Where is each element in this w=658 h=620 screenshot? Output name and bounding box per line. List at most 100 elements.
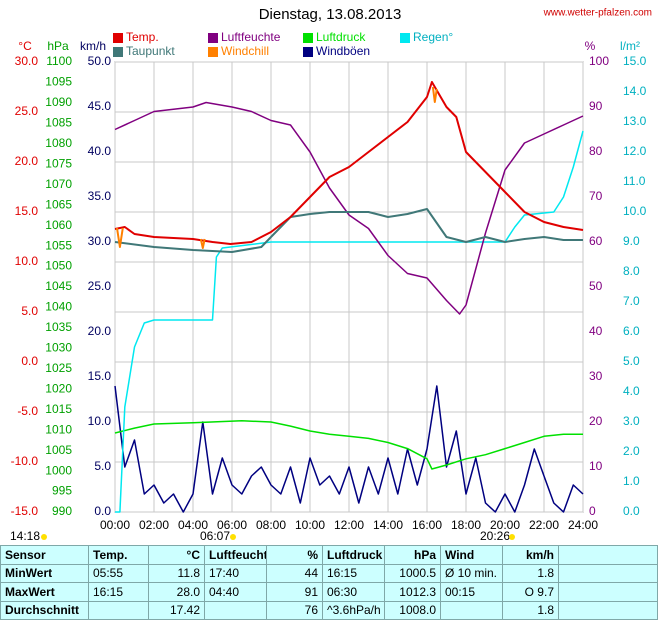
- y-tick-label: 5.0: [623, 354, 640, 368]
- legend-label: Luftfeuchte: [221, 30, 281, 44]
- y-tick-label: 15.0: [88, 369, 112, 383]
- y-tick-label: -5.0: [17, 404, 38, 418]
- table-cell: MaxWert: [0, 582, 89, 602]
- y-tick-label: 10.0: [88, 414, 112, 428]
- axis-label: hPa: [47, 39, 69, 53]
- y-tick-label: 50.0: [88, 54, 112, 68]
- legend-swatch: [208, 33, 218, 43]
- y-tick-label: 25.0: [15, 104, 39, 118]
- axis-label: l/m²: [620, 39, 640, 53]
- y-tick-label: 15.0: [15, 204, 39, 218]
- table-cell: 1000.5: [384, 563, 441, 583]
- table-cell: Durchschnitt: [0, 600, 89, 620]
- y-tick-label: 1000: [45, 463, 72, 477]
- stats-table: SensorTemp.°CLuftfeuchte%LuftdruckhPaWin…: [0, 545, 658, 620]
- y-tick-label: 5.0: [21, 304, 38, 318]
- y-tick-label: 1070: [45, 177, 72, 191]
- y-tick-label: 90: [589, 99, 603, 113]
- y-tick-label: 80: [589, 144, 603, 158]
- table-cell: 11.8: [148, 563, 205, 583]
- table-cell: 16:15: [88, 582, 149, 602]
- y-tick-label: 3.0: [623, 414, 640, 428]
- y-tick-label: 1015: [45, 402, 72, 416]
- table-cell: [204, 600, 267, 620]
- y-tick-label: 1100: [46, 54, 72, 68]
- table-cell: 1.8: [502, 563, 559, 583]
- y-tick-label: 1010: [45, 422, 72, 436]
- y-tick-label: 20.0: [88, 324, 112, 338]
- annotation: 20:26: [480, 529, 510, 543]
- y-tick-label: 1080: [45, 136, 72, 150]
- table-cell: hPa: [384, 545, 441, 565]
- table-cell: °C: [148, 545, 205, 565]
- y-tick-label: 100: [589, 54, 609, 68]
- legend-swatch: [113, 33, 123, 43]
- table-cell: [88, 600, 149, 620]
- table-cell: [440, 600, 503, 620]
- table-cell: 1008.0: [384, 600, 441, 620]
- table-cell: 76: [266, 600, 323, 620]
- y-tick-label: 1045: [45, 279, 72, 293]
- x-tick-label: 24:00: [568, 518, 598, 532]
- y-tick-label: 7.0: [623, 294, 640, 308]
- legend-label: Luftdruck: [316, 30, 366, 44]
- series-line: [114, 81, 584, 245]
- y-tick-label: 1020: [45, 381, 72, 395]
- x-tick-label: 14:00: [373, 518, 403, 532]
- table-cell: 05:55: [88, 563, 149, 583]
- y-tick-label: 35.0: [88, 189, 112, 203]
- legend-label: Temp.: [126, 30, 159, 44]
- series-line: [114, 208, 583, 253]
- series-line: [116, 86, 438, 249]
- chart-title: Dienstag, 13.08.2013: [259, 6, 402, 23]
- y-tick-label: 1005: [45, 443, 72, 457]
- x-tick-label: 16:00: [412, 518, 442, 532]
- axis-label: °C: [18, 39, 32, 53]
- y-tick-label: 995: [52, 484, 72, 498]
- legend-label: Regen°: [413, 30, 453, 44]
- y-tick-label: 1075: [45, 156, 72, 170]
- legend-swatch: [208, 47, 218, 57]
- table-cell: Wind: [440, 545, 503, 565]
- table-cell: km/h: [502, 545, 559, 565]
- table-cell: 91: [266, 582, 323, 602]
- x-tick-label: 00:00: [100, 518, 130, 532]
- y-tick-label: 0.0: [623, 504, 640, 518]
- x-tick-label: 10:00: [295, 518, 325, 532]
- y-tick-label: 1030: [45, 341, 72, 355]
- y-tick-label: 20: [589, 414, 603, 428]
- y-tick-label: 1050: [45, 259, 72, 273]
- x-tick-label: 04:00: [178, 518, 208, 532]
- y-tick-label: 14.0: [623, 84, 647, 98]
- sun-icon: [230, 534, 236, 540]
- y-tick-label: 10.0: [623, 204, 647, 218]
- table-row: MinWert 05:55 11.8 17:40 44 16:15 1000.5 Ø 10 m…: [0, 563, 658, 583]
- series-line: [114, 420, 583, 470]
- table-row: MaxWert 16:15 28.0 04:40 91 06:30 1012.3 00:15 O…: [0, 582, 658, 602]
- y-tick-label: 20.0: [15, 154, 39, 168]
- y-tick-label: 1090: [45, 95, 72, 109]
- y-tick-label: 1035: [45, 320, 72, 334]
- series-line: [114, 385, 584, 513]
- x-tick-label: 02:00: [139, 518, 169, 532]
- table-cell: Ø 10 min.: [440, 563, 503, 583]
- table-cell: [558, 600, 658, 620]
- y-tick-label: 0.0: [21, 354, 38, 368]
- axis-label: %: [585, 39, 596, 53]
- y-tick-label: 1040: [45, 300, 72, 314]
- table-cell: 17.42: [148, 600, 205, 620]
- y-tick-label: 15.0: [623, 54, 647, 68]
- y-tick-label: 5.0: [94, 459, 111, 473]
- source: www.wetter-pfalzen.com: [543, 8, 652, 19]
- table-cell: Luftdruck: [322, 545, 385, 565]
- y-tick-label: -10.0: [11, 454, 39, 468]
- table-cell: 28.0: [148, 582, 205, 602]
- legend-label: Windböen: [316, 44, 370, 58]
- x-tick-label: 08:00: [256, 518, 286, 532]
- x-tick-label: 12:00: [334, 518, 364, 532]
- table-cell: ^3.6hPa/h: [322, 600, 385, 620]
- x-tick-label: 18:00: [451, 518, 481, 532]
- y-tick-label: 6.0: [623, 324, 640, 338]
- table-cell: O 9.7: [502, 582, 559, 602]
- table-cell: 16:15: [322, 563, 385, 583]
